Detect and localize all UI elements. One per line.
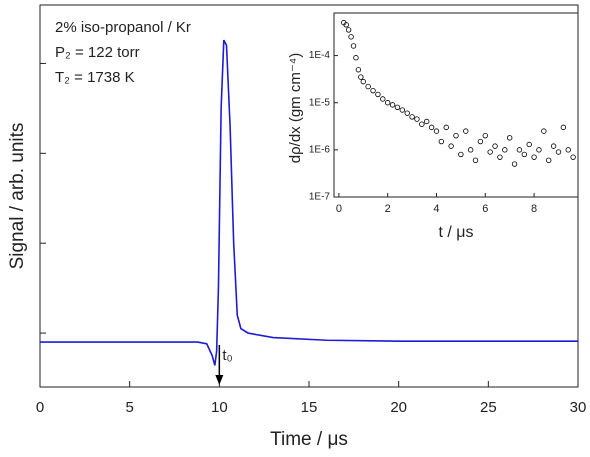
data-point	[345, 27, 352, 33]
data-point	[453, 132, 459, 139]
data-point	[526, 141, 532, 148]
x-tick-label: 30	[570, 399, 587, 416]
data-point	[384, 100, 391, 106]
annotation: P₂ = 122 torr	[55, 44, 140, 61]
data-point	[360, 78, 366, 85]
y-axis-label: Signal / arb. units	[7, 123, 28, 270]
y-tick-label: 1E-5	[309, 97, 331, 108]
annotation: T₂ = 1738 K	[55, 69, 135, 86]
data-point	[355, 67, 362, 73]
data-point	[550, 143, 557, 149]
data-point	[560, 124, 567, 131]
x-tick-label: 0	[336, 203, 342, 215]
data-point	[375, 91, 381, 98]
data-point	[443, 124, 449, 131]
data-point	[506, 135, 513, 141]
y-tick-label: 1E-7	[309, 192, 331, 203]
data-point	[348, 34, 354, 40]
data-point	[511, 161, 518, 167]
marker-label: t₀	[222, 347, 232, 364]
data-point	[404, 110, 410, 116]
data-point	[555, 149, 562, 155]
data-point	[477, 138, 484, 145]
data-point	[492, 143, 498, 149]
data-point	[343, 22, 349, 28]
data-point	[399, 107, 406, 113]
data-point	[448, 143, 454, 149]
x-tick-label: 4	[433, 203, 439, 215]
data-point	[370, 87, 376, 94]
data-point	[394, 104, 401, 110]
x-axis-label: t / μs	[439, 224, 474, 241]
data-point	[565, 147, 571, 153]
x-tick-label: 20	[390, 399, 407, 416]
data-point	[463, 128, 469, 134]
plot-frame	[333, 12, 579, 198]
data-point	[472, 157, 479, 164]
x-tick-label: 5	[125, 399, 133, 416]
data-point	[458, 151, 464, 158]
y-tick-label: 1E-4	[309, 50, 331, 61]
data-point	[570, 154, 576, 160]
data-point	[419, 121, 425, 127]
marker-arrowhead	[215, 375, 224, 385]
x-tick-label: 0	[36, 399, 44, 416]
data-point	[358, 74, 364, 80]
data-point	[546, 157, 552, 164]
data-point	[497, 154, 503, 160]
data-point	[487, 149, 493, 155]
data-point	[380, 96, 386, 102]
data-point	[424, 118, 430, 125]
y-tick-label: 1E-6	[309, 144, 331, 155]
data-point	[531, 154, 537, 160]
x-tick-label: 8	[531, 203, 537, 215]
data-point	[467, 147, 474, 153]
y-axis-label: dρ/dx (gm cm⁻⁴)	[287, 53, 304, 163]
x-tick-label: 25	[480, 399, 497, 416]
data-point	[438, 138, 445, 145]
x-axis-label: Time / μs	[270, 429, 348, 450]
data-point	[409, 114, 415, 120]
annotation: 2% iso-propanol / Kr	[55, 19, 191, 36]
data-point	[541, 128, 547, 134]
x-tick-label: 2	[385, 203, 391, 215]
data-point	[365, 83, 371, 90]
data-point	[521, 151, 528, 158]
x-tick-label: 10	[211, 399, 228, 416]
data-point	[536, 147, 542, 153]
x-tick-label: 6	[482, 203, 488, 215]
data-point	[353, 55, 359, 61]
data-point	[433, 128, 440, 134]
signal-line	[40, 39, 578, 366]
data-point	[350, 43, 357, 49]
data-point	[428, 124, 435, 131]
data-point	[516, 147, 523, 153]
data-point	[389, 102, 396, 108]
x-tick-label: 15	[301, 399, 318, 416]
data-point	[414, 116, 420, 122]
data-point	[502, 147, 508, 153]
data-point	[482, 132, 488, 139]
